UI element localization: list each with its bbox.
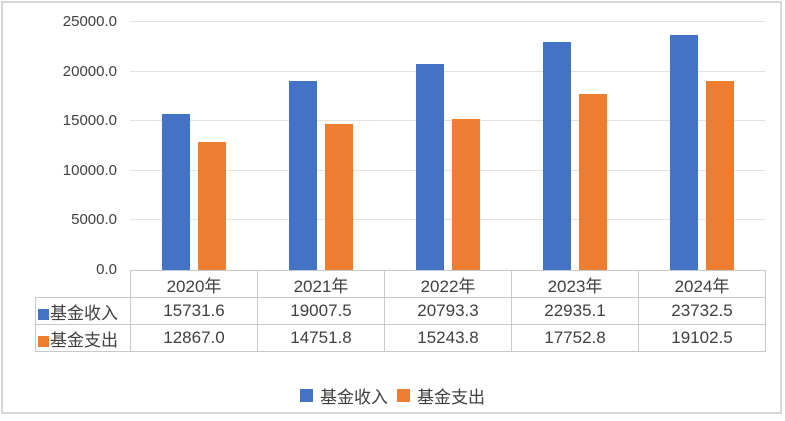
table-header-row: 2020年 2021年 2022年 2023年 2024年 — [36, 270, 766, 298]
table-value-cell: 14751.8 — [257, 324, 385, 352]
bars-layer — [130, 22, 765, 270]
y-axis-tick-label: 5000.0 — [71, 211, 117, 229]
y-axis-tick-label: 20000.0 — [62, 62, 117, 80]
bar-s1-c3 — [578, 93, 607, 270]
table-series-row: 基金收入 15731.6 19007.5 20793.3 22935.1 23732.5 — [35, 297, 766, 325]
series-name-text: 基金收入 — [50, 303, 118, 323]
data-table: 2020年 2021年 2022年 2023年 2024年基金收入 15731.6 1900… — [35, 270, 766, 352]
y-axis-tick-label: 0.0 — [96, 261, 117, 278]
legend-item-s1: 基金支出 — [397, 383, 485, 408]
gridline — [130, 120, 765, 122]
bar-s1-c0 — [197, 142, 226, 270]
table-series-row: 基金支出 12867.0 14751.8 15243.8 17752.8 19102.5 — [35, 324, 766, 352]
bar-s0-c4 — [669, 34, 698, 270]
table-value-cell: 15243.8 — [384, 324, 512, 352]
y-axis-tick-label: 15000.0 — [62, 112, 117, 130]
table-series-label: 基金收入 — [35, 297, 131, 325]
table-value-cell: 20793.3 — [384, 297, 512, 325]
gridline — [130, 21, 765, 22]
table-series-label: 基金支出 — [35, 324, 131, 352]
legend: 基金收入 基金支出 — [0, 383, 785, 408]
table-category-header: 2024年 — [638, 270, 766, 298]
bar-s1-c4 — [705, 80, 734, 270]
gridline — [130, 219, 765, 221]
bar-s0-c1 — [288, 81, 317, 270]
y-axis-tick-label: 10000.0 — [62, 161, 117, 179]
bar-s0-c2 — [415, 63, 444, 270]
table-value-cell: 17752.8 — [511, 324, 639, 352]
legend-key-swatch — [397, 388, 410, 402]
series-name-text: 基金支出 — [50, 330, 118, 350]
table-value-cell: 22935.1 — [511, 297, 639, 325]
table-category-header: 2023年 — [511, 270, 639, 298]
legend-item-s0: 基金收入 — [300, 383, 388, 408]
series-key-swatch — [38, 335, 49, 347]
bar-s1-c1 — [324, 123, 353, 270]
plot-area — [130, 21, 765, 270]
bar-group-2023 — [511, 22, 638, 270]
table-value-cell: 12867.0 — [130, 324, 258, 352]
bar-group-2024 — [638, 22, 765, 270]
data-table-body: 2020年 2021年 2022年 2023年 2024年基金收入 15731.6 1900… — [35, 270, 766, 352]
gridline — [130, 70, 765, 72]
bar-group-2021 — [257, 22, 384, 270]
bar-s0-c0 — [161, 113, 190, 270]
table-value-cell: 19007.5 — [257, 297, 385, 325]
y-axis-tick-label: 25000.0 — [62, 13, 117, 30]
table-value-cell: 19102.5 — [638, 324, 766, 352]
table-value-cell: 15731.6 — [130, 297, 258, 325]
bar-s1-c2 — [451, 118, 480, 270]
table-category-header: 2021年 — [257, 270, 385, 298]
legend-label: 基金收入 — [320, 387, 388, 407]
legend-key-swatch — [300, 388, 313, 402]
table-blank-cell — [36, 271, 131, 298]
bar-s0-c3 — [542, 42, 571, 270]
y-axis: 0.0 5000.0 10000.0 15000.0 20000.0 25000.0 — [0, 13, 117, 278]
table-category-header: 2020年 — [130, 270, 258, 298]
table-value-cell: 23732.5 — [638, 297, 766, 325]
gridline — [130, 169, 765, 171]
series-key-swatch — [38, 308, 49, 320]
table-category-header: 2022年 — [384, 270, 512, 298]
bar-group-2020 — [130, 22, 257, 270]
legend-label: 基金支出 — [417, 387, 485, 407]
bar-group-2022 — [384, 22, 511, 270]
